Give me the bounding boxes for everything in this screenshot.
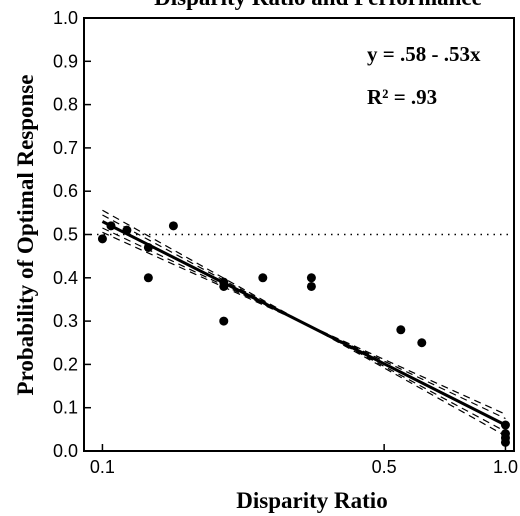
y-tick-label: 0.6 [53,181,78,201]
y-tick-label: 0.2 [53,354,78,374]
data-point [306,273,316,283]
y-tick-label: 0.4 [53,268,78,288]
data-point [143,273,153,283]
x-axis: 0.1 0.5 1.0 [90,444,518,477]
y-axis: 0.0 0.1 0.2 0.3 0.4 0.5 0.6 0.7 0.8 0.9 1.0 [53,8,91,461]
y-tick-label: 0.1 [53,398,78,418]
y-tick-label: 0.8 [53,95,78,115]
y-tick-label: 0.3 [53,311,78,331]
data-point [122,225,132,235]
data-points [97,221,510,447]
data-point [500,437,510,447]
data-point [97,234,107,244]
data-point [417,338,427,348]
y-tick-label: 0.9 [53,51,78,71]
x-axis-title: Disparity Ratio [236,488,387,513]
data-point [396,325,406,335]
y-tick-label: 1.0 [53,8,78,28]
x-tick-label: 1.0 [493,457,518,477]
data-point [106,221,116,231]
data-point [219,316,229,326]
chart-title: Disparity Ratio and Performance [154,0,482,10]
x-tick-label: 0.5 [372,457,397,477]
data-point [168,221,178,231]
x-tick-label: 0.1 [90,457,115,477]
data-point [500,420,510,430]
regression-line [101,220,507,427]
y-axis-title: Probability of Optimal Response [13,75,38,396]
y-tick-label: 0.0 [53,441,78,461]
y-tick-label: 0.7 [53,138,78,158]
r-squared-annotation: R² = .93 [367,85,437,109]
data-point [143,242,153,252]
equation-annotation: y = .58 - .53x [367,42,481,66]
y-tick-label: 0.5 [53,225,78,245]
data-point [306,281,316,291]
data-point [258,273,268,283]
data-point [219,281,229,291]
